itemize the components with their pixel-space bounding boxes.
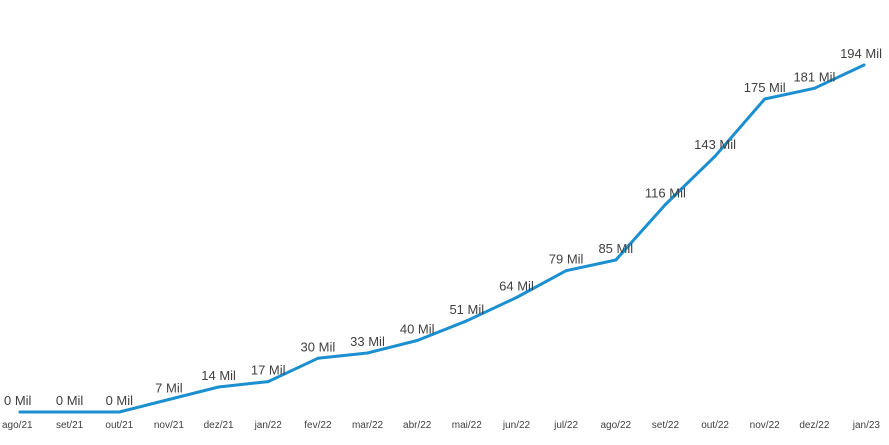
data-point	[217, 385, 221, 389]
data-point	[415, 339, 419, 342]
data-labels: 0 Mil 0 Mil 0 Mil 7 Mil 14 Mil 17 Mil 30 Mil 33…	[4, 46, 882, 408]
data-label: 64 Mil	[499, 279, 534, 294]
data-label: 14 Mil	[201, 368, 236, 383]
data-point	[614, 258, 618, 262]
data-label: 17 Mil	[251, 363, 286, 378]
x-tick-label: set/21	[56, 420, 84, 431]
x-tick-label: jan/22	[254, 420, 283, 431]
x-tick-label: set/22	[652, 420, 680, 431]
data-point	[663, 203, 667, 206]
x-tick-label: nov/21	[154, 420, 184, 431]
data-point	[167, 398, 171, 401]
x-tick-label: mai/22	[452, 420, 482, 431]
data-label: 30 Mil	[301, 339, 336, 354]
x-tick-label: fev/22	[304, 420, 332, 431]
x-tick-label: out/21	[105, 420, 133, 431]
data-point	[763, 97, 767, 101]
data-point	[713, 154, 717, 158]
x-tick-label: jul/22	[553, 420, 578, 431]
data-point	[316, 356, 320, 360]
data-label: 181 Mil	[793, 69, 835, 84]
series-group	[18, 63, 866, 414]
data-point	[266, 380, 270, 384]
data-label: 51 Mil	[449, 302, 484, 317]
data-label: 116 Mil	[645, 186, 686, 201]
data-label: 143 Mil	[694, 137, 736, 152]
data-label: 0 Mil	[56, 393, 84, 408]
data-label: 85 Mil	[598, 241, 633, 256]
x-tick-label: dez/22	[799, 420, 829, 431]
data-point	[68, 410, 72, 414]
data-point	[862, 63, 866, 67]
x-tick-label: mar/22	[352, 420, 384, 431]
data-point	[366, 351, 369, 355]
x-tick-label: ago/22	[601, 420, 632, 431]
data-label: 175 Mil	[744, 80, 786, 95]
series-line	[18, 63, 866, 414]
data-point	[18, 410, 22, 414]
data-point	[515, 296, 518, 299]
data-label: 79 Mil	[549, 252, 584, 267]
data-label: 33 Mil	[350, 334, 385, 349]
x-tick-label: jan/23	[852, 420, 881, 431]
data-label: 0 Mil	[4, 393, 32, 408]
data-label: 40 Mil	[400, 322, 435, 337]
data-label: 7 Mil	[155, 381, 183, 396]
x-tick-label: ago/21	[2, 420, 33, 431]
x-tick-label: out/22	[701, 420, 729, 431]
x-tick-label: nov/22	[750, 420, 780, 431]
x-tick-label: abr/22	[403, 420, 432, 431]
x-axis-ticks: ago/21 set/21 out/21 nov/21 dez/21 jan/22 fev/…	[2, 420, 880, 431]
data-point	[564, 269, 568, 273]
data-point	[812, 86, 816, 90]
data-point	[117, 410, 121, 414]
x-tick-label: dez/21	[204, 420, 234, 431]
data-point	[465, 319, 469, 323]
data-label: 194 Mil	[840, 46, 882, 61]
data-label: 0 Mil	[106, 393, 134, 408]
x-tick-label: jun/22	[502, 420, 531, 431]
